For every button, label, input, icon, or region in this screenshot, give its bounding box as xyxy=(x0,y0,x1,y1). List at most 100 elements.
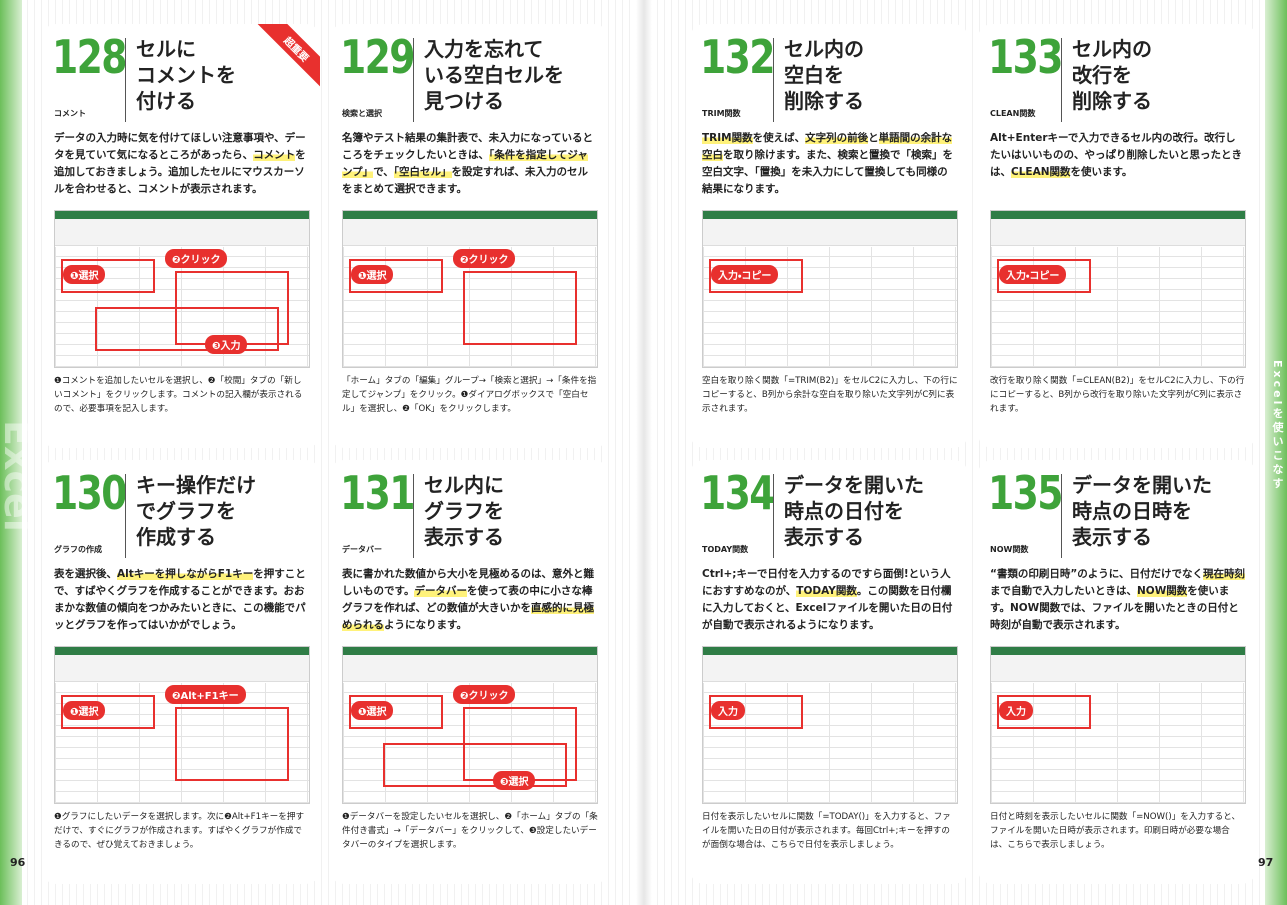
title-line: キー操作だけ xyxy=(136,473,256,497)
page-number: 97 xyxy=(1258,856,1274,869)
right-edge xyxy=(1265,0,1287,905)
title-line: セルに xyxy=(136,37,196,61)
tip-number: 129 xyxy=(340,30,415,84)
body-text: と xyxy=(868,132,879,144)
highlight-box xyxy=(95,307,279,351)
tip-card: 131 データバー セル内に グラフを 表示する表に書かれた数値から大小を見極めるのは、… xyxy=(330,460,608,884)
title-line: グラフを xyxy=(424,499,504,523)
title-line: セル内の xyxy=(1072,37,1152,61)
callout: ❶選択 xyxy=(63,701,106,720)
callout: ❷クリック xyxy=(453,685,516,704)
divider xyxy=(413,474,414,558)
title-line: 付ける xyxy=(136,89,196,113)
side-label: Excelを使いこなす xyxy=(1271,360,1284,492)
title-line: 削除する xyxy=(784,89,864,113)
body-text: 表に書かれた数値から大小を見極めるのは、意外と難しいものです。 xyxy=(342,568,594,597)
tip-category: データバー xyxy=(342,545,382,554)
title-line: データを開いた xyxy=(784,473,924,497)
body-text: を追加しておきましょう。追加したセルにマウスカーソルを合わせると、コメントが表示… xyxy=(54,149,306,195)
tip-caption: 改行を取り除く関数「=CLEAN(B2)」をセルC2に入力し、下の行にコピーする… xyxy=(990,376,1245,414)
title-line: 入力を忘れて xyxy=(424,37,544,61)
divider xyxy=(413,38,414,122)
gutter xyxy=(636,0,652,905)
tip-number: 133 xyxy=(988,30,1063,84)
callout: ❸入力 xyxy=(205,335,248,354)
tip-caption: 日付と時刻を表示したいセルに関数「=NOW()」を入力すると、ファイルを開いた日… xyxy=(990,812,1241,850)
ribbon xyxy=(991,647,1245,682)
divider xyxy=(773,38,774,122)
tip-title: 入力を忘れて いる空白セルを 見つける xyxy=(424,36,564,114)
callout: ❸選択 xyxy=(493,771,536,790)
ribbon xyxy=(991,211,1245,246)
tip-caption: 「ホーム」タブの「編集」グループ→「検索と選択」→「条件を指定してジャンプ」をク… xyxy=(342,376,597,414)
screenshot: ❶選択 ❷クリック ❸選択 xyxy=(342,646,598,804)
highlight: TODAY関数 xyxy=(796,585,857,597)
screenshot: 入力 xyxy=(990,646,1246,804)
sheet-grid xyxy=(703,683,957,803)
highlight: Altキーを押しながらF1キー xyxy=(117,568,254,580)
tip-caption: ❶データバーを設定したいセルを選択し、❷「ホーム」タブの「条件付き書式」→「デー… xyxy=(342,812,598,850)
title-line: 表示する xyxy=(424,525,504,549)
screenshot: 入力 xyxy=(702,646,958,804)
callout: ❷クリック xyxy=(453,249,516,268)
title-line: 削除する xyxy=(1072,89,1152,113)
tip-title: セル内の 改行を 削除する xyxy=(1072,36,1152,114)
ribbon xyxy=(703,211,957,246)
highlight-box xyxy=(383,743,567,787)
tip-card: 129 検索と選択 入力を忘れて いる空白セルを 見つける 名簿やテスト結果の集計表で、未… xyxy=(330,24,608,448)
body-text: “書類の印刷日時”のように、日付だけでなく xyxy=(990,568,1203,580)
body-text: ようになります。 xyxy=(384,619,467,631)
tip-number: 131 xyxy=(340,466,415,520)
highlight-box xyxy=(463,271,577,345)
title-line: 時点の日付を xyxy=(784,499,904,523)
tip-title: セル内に グラフを 表示する xyxy=(424,472,504,550)
body-text: を押すことで、すばやくグラフを作成することができます。おおまかな数値の傾向をつか… xyxy=(54,568,306,631)
body-text: を使えば、 xyxy=(752,132,806,144)
divider xyxy=(125,38,126,122)
title-line: 表示する xyxy=(784,525,864,549)
tip-title: セルに コメントを 付ける xyxy=(136,36,236,114)
ribbon xyxy=(703,647,957,682)
tip-category: 検索と選択 xyxy=(342,109,382,118)
title-line: 作成する xyxy=(136,525,216,549)
callout: ❷クリック xyxy=(165,249,228,268)
body-text: 表を選択後、 xyxy=(54,568,117,580)
highlight-box xyxy=(349,259,443,293)
title-line: 空白を xyxy=(784,63,844,87)
callout: ❶選択 xyxy=(351,265,394,284)
highlight: NOW関数 xyxy=(1137,585,1188,597)
body-text: Alt+Enterキーで入力できるセル内の改行。改行したいはいいものの、やっぱり… xyxy=(990,132,1242,178)
tip-category: CLEAN関数 xyxy=(990,109,1036,118)
tip-title: データを開いた 時点の日時を 表示する xyxy=(1072,472,1212,550)
tip-body: 表を選択後、Altキーを押しながらF1キーを押すことで、すばやくグラフを作成する… xyxy=(54,566,310,634)
badge: 超重要 xyxy=(257,24,320,88)
highlight: 文字列の前後 xyxy=(805,132,869,144)
tip-number: 135 xyxy=(988,466,1063,520)
tip-caption: ❶グラフにしたいデータを選択します。次に❷Alt+F1キーを押すだけで、すぐにグ… xyxy=(54,812,305,850)
tip-category: コメント xyxy=(54,109,86,118)
tip-body: Ctrl+;キーで日付を入力するのですら面倒!という人におすすめなのが、TODA… xyxy=(702,566,958,634)
body-text: で、 xyxy=(373,166,394,178)
tip-title: キー操作だけ でグラフを 作成する xyxy=(136,472,256,550)
screenshot: 入力・コピー xyxy=(990,210,1246,368)
screenshot: 入力・コピー xyxy=(702,210,958,368)
tip-body: データの入力時に気を付けてほしい注意事項や、データを見ていて気になるところがあっ… xyxy=(54,130,310,198)
highlight: 現在時刻 xyxy=(1203,568,1245,580)
highlight-box xyxy=(61,695,155,729)
tip-card: 135 NOW関数 データを開いた 時点の日時を 表示する “書類の印刷日時”のように、日… xyxy=(978,460,1256,884)
title-line: 見つける xyxy=(424,89,504,113)
body-text: を取り除けます。また、検索と置換で「検索」を空白文字、「置換」を未入力にして置換… xyxy=(702,149,953,195)
highlight-box xyxy=(349,695,443,729)
highlight-box xyxy=(997,259,1091,293)
body-text: を使って表の中に小さな棒グラフを作れば、どの数値が大きいかを xyxy=(342,585,593,614)
tip-number: 132 xyxy=(700,30,775,84)
highlight-box xyxy=(61,259,155,293)
screenshot: ❶選択 ❷Alt+F1キー xyxy=(54,646,310,804)
tip-category: TODAY関数 xyxy=(702,545,749,554)
callout: 入力 xyxy=(999,701,1033,720)
highlight-box xyxy=(997,695,1091,729)
tip-card: 132 TRIM関数 セル内の 空白を 削除する TRIM関数を使えば、文字列の前後と単語… xyxy=(690,24,968,448)
ribbon xyxy=(343,647,597,682)
